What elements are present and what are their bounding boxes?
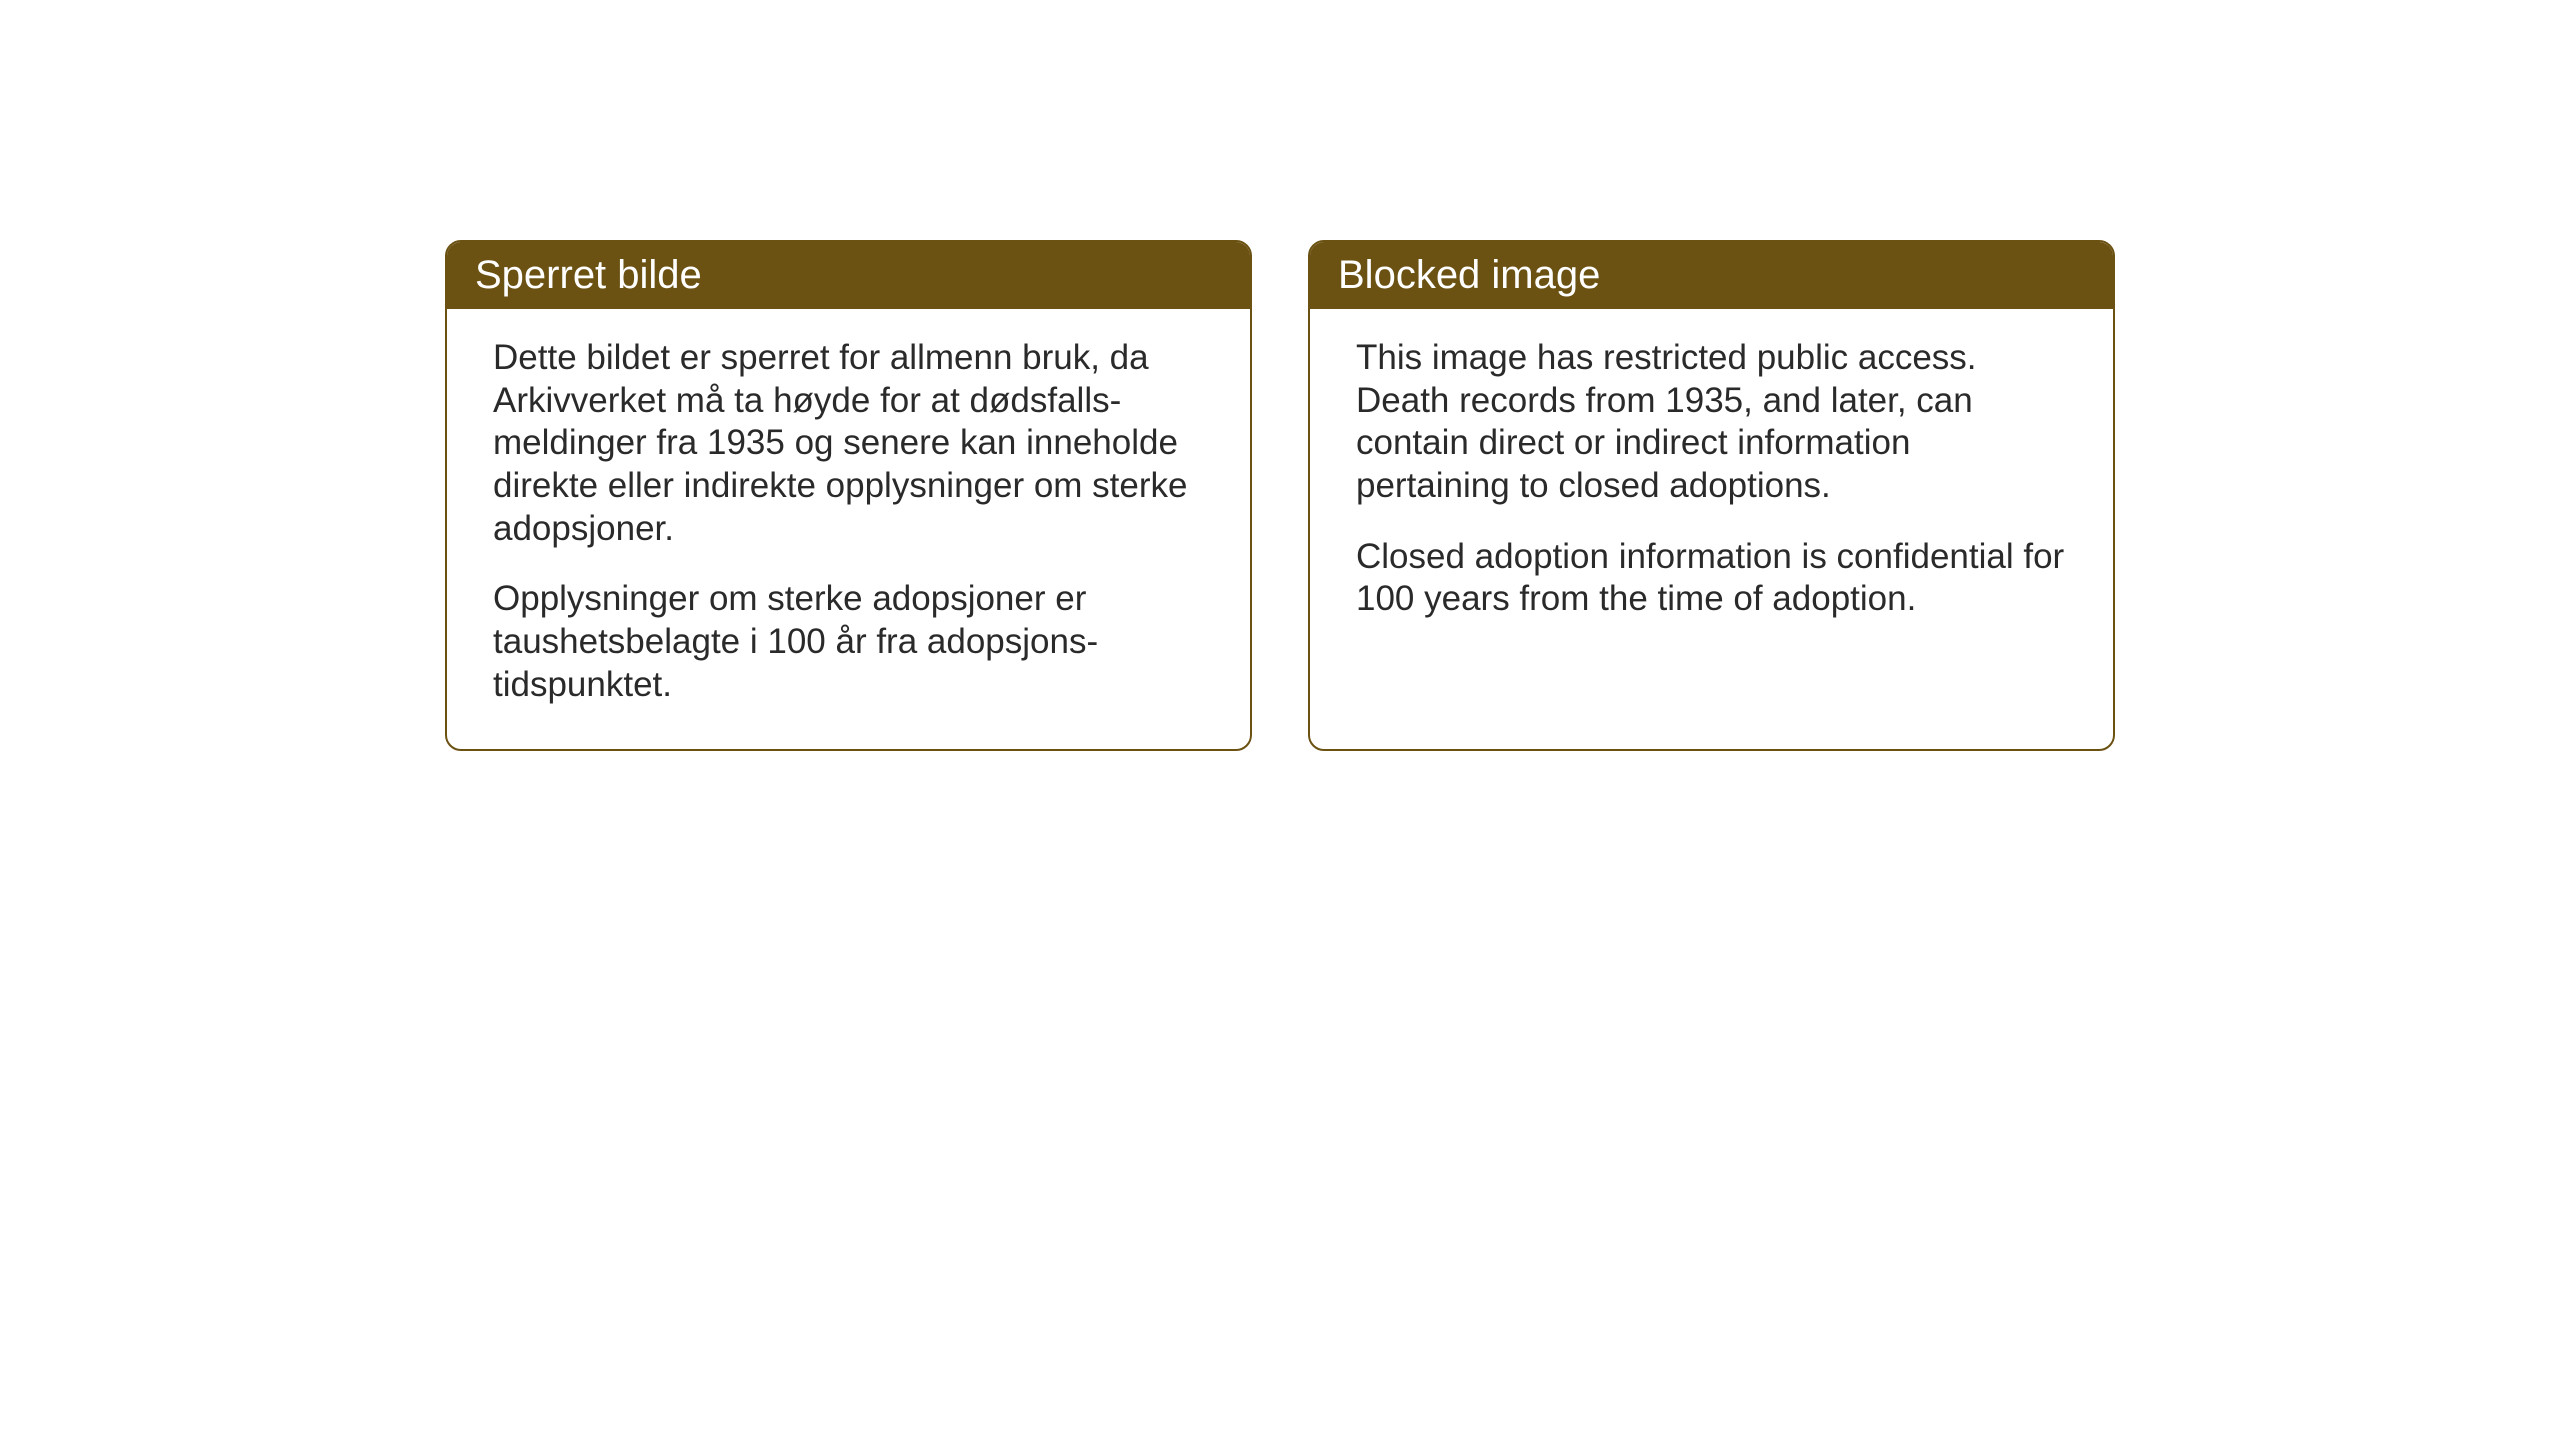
- card-title-english: Blocked image: [1338, 253, 1600, 297]
- notice-card-english: Blocked image This image has restricted …: [1308, 240, 2115, 751]
- card-body-english: This image has restricted public access.…: [1310, 309, 2113, 663]
- paragraph-english-2: Closed adoption information is confident…: [1356, 536, 2067, 621]
- notice-container: Sperret bilde Dette bildet er sperret fo…: [445, 240, 2115, 751]
- card-header-norwegian: Sperret bilde: [447, 242, 1250, 309]
- notice-card-norwegian: Sperret bilde Dette bildet er sperret fo…: [445, 240, 1252, 751]
- card-title-norwegian: Sperret bilde: [475, 253, 702, 297]
- card-header-english: Blocked image: [1310, 242, 2113, 309]
- card-body-norwegian: Dette bildet er sperret for allmenn bruk…: [447, 309, 1250, 749]
- paragraph-english-1: This image has restricted public access.…: [1356, 337, 2067, 508]
- paragraph-norwegian-2: Opplysninger om sterke adopsjoner er tau…: [493, 578, 1204, 706]
- paragraph-norwegian-1: Dette bildet er sperret for allmenn bruk…: [493, 337, 1204, 550]
